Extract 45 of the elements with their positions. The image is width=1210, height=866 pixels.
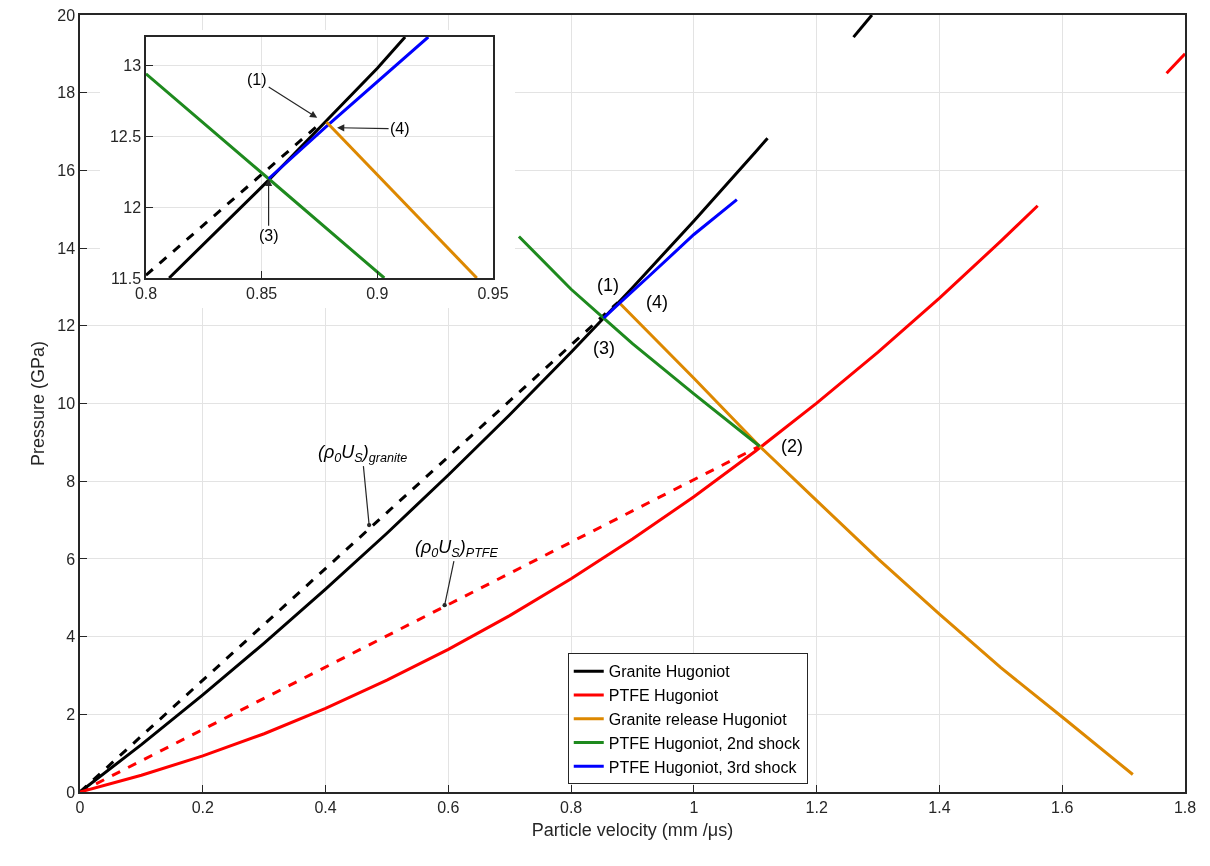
y-tick-label: 6 bbox=[66, 550, 76, 568]
x-tick-label: 0.8 bbox=[559, 798, 583, 816]
y-tick-label: 12 bbox=[57, 317, 76, 335]
y-tick-label: 2 bbox=[66, 705, 76, 723]
y-axis-title: Pressure (GPa) bbox=[27, 340, 48, 467]
x-tick-label: 0.6 bbox=[437, 798, 460, 816]
legend-label: Granite Hugoniot bbox=[608, 663, 731, 681]
annotation: (ρ$_{0}$U$_{S}$)$_{granite}$ bbox=[318, 442, 408, 465]
y-tick-label: 16 bbox=[57, 162, 76, 179]
legend-label: PTFE Hugoniot, 2nd shock bbox=[608, 734, 801, 752]
x-tick-label: 0.9 bbox=[366, 284, 389, 302]
y-tick-label: 11.5 bbox=[111, 269, 142, 287]
y-tick-label: 8 bbox=[66, 472, 76, 490]
x-tick-label: 1.6 bbox=[1051, 798, 1074, 816]
x-tick-label: 1.4 bbox=[928, 798, 951, 816]
y-tick-label: 13 bbox=[123, 56, 142, 74]
x-tick-label: 0.2 bbox=[191, 798, 214, 816]
y-tick-label: 12 bbox=[123, 198, 142, 216]
line-series bbox=[517, 234, 762, 448]
annotation: (3) bbox=[593, 338, 615, 358]
y-tick-label: 12.5 bbox=[109, 127, 142, 145]
y-tick-label: 0 bbox=[66, 783, 76, 801]
y-tick-label: 20 bbox=[57, 6, 76, 24]
y-tick-label: 10 bbox=[57, 395, 76, 413]
annotation: (3) bbox=[259, 227, 279, 244]
annotation: (4) bbox=[646, 292, 668, 312]
legend-label: PTFE Hugoniot bbox=[608, 687, 719, 705]
annotation: (ρ$_{0}$U$_{S}$)$_{PTFE}$ bbox=[415, 537, 499, 560]
x-tick-label: 0.4 bbox=[314, 798, 337, 816]
x-tick-label: 0.95 bbox=[477, 284, 509, 302]
y-tick-label: 4 bbox=[66, 628, 76, 646]
annotation: (2) bbox=[781, 436, 803, 456]
y-tick-label: 14 bbox=[57, 239, 76, 257]
x-tick-label: 0.8 bbox=[134, 284, 158, 302]
y-tick-label: 18 bbox=[57, 84, 76, 102]
annotation: (4) bbox=[390, 120, 410, 137]
annotation: (1) bbox=[247, 71, 267, 88]
x-tick-label: 1.8 bbox=[1173, 798, 1197, 816]
x-tick-label: 0.85 bbox=[246, 284, 278, 302]
legend-label: PTFE Hugoniot, 3rd shock bbox=[608, 758, 798, 776]
x-tick-label: 1 bbox=[689, 798, 699, 816]
x-axis-title: Particle velocity (mm /μs) bbox=[531, 819, 734, 840]
x-tick-label: 1.2 bbox=[805, 798, 828, 816]
legend-label: Granite release Hugoniot bbox=[608, 710, 788, 728]
annotation: (1) bbox=[597, 275, 619, 295]
